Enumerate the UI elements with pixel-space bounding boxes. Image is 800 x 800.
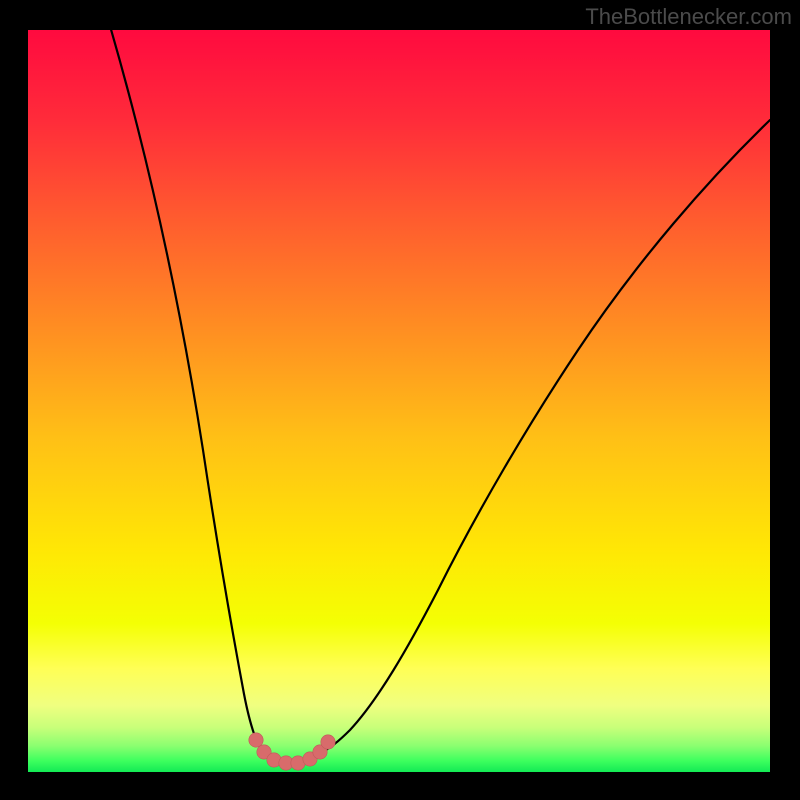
figure-border: [0, 0, 800, 800]
watermark-text: TheBottlenecker.com: [585, 4, 792, 30]
figure-container: TheBottlenecker.com: [0, 0, 800, 800]
